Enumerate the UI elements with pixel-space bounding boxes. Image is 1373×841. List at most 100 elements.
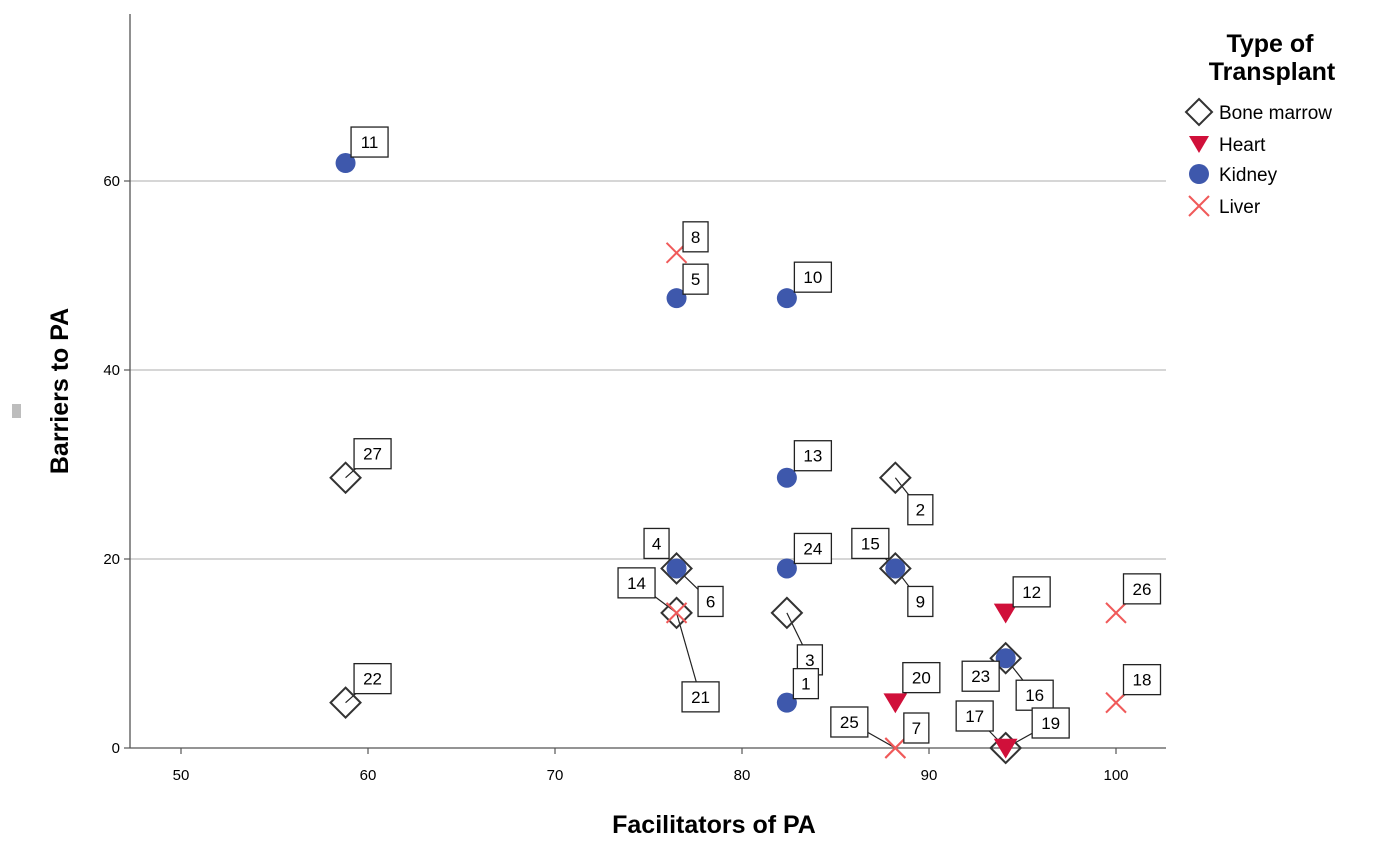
point-bone-marrow xyxy=(878,552,912,585)
point-liver xyxy=(665,602,688,624)
data-label: 15 xyxy=(851,527,890,560)
point-bone-marrow xyxy=(329,686,362,720)
data-label-box xyxy=(617,567,656,599)
data-label: 21 xyxy=(681,681,720,713)
point-bone-marrow xyxy=(989,731,1023,765)
data-label: 20 xyxy=(902,661,941,694)
data-label-box xyxy=(1122,573,1162,605)
legend-marker xyxy=(1188,195,1210,217)
y-tick-label: 20 xyxy=(103,551,120,568)
data-label-text: 13 xyxy=(803,447,822,466)
data-label-text: 25 xyxy=(840,713,859,732)
x-tick-label: 100 xyxy=(1103,767,1128,784)
data-label-box xyxy=(793,440,833,472)
data-label-text: 9 xyxy=(916,592,925,611)
x-stroke xyxy=(1105,602,1127,624)
point-bone-marrow xyxy=(660,552,693,585)
data-label-text: 6 xyxy=(706,592,715,611)
data-label-box xyxy=(643,527,670,560)
label-leaders xyxy=(345,141,1143,749)
data-label-box xyxy=(1122,663,1162,696)
scroll-handle[interactable] xyxy=(12,404,21,418)
data-label: 13 xyxy=(793,440,833,472)
data-label: 17 xyxy=(955,700,994,732)
point-bone-marrow xyxy=(770,596,804,630)
data-label-box xyxy=(830,706,869,738)
legend-item-kidney: Kidney xyxy=(1189,164,1278,186)
data-label: 7 xyxy=(903,712,930,744)
data-label-text: 12 xyxy=(1022,583,1041,602)
point-kidney xyxy=(776,288,797,309)
point-kidney xyxy=(335,153,356,174)
data-label: 25 xyxy=(830,706,869,738)
point-bone-marrow xyxy=(878,461,912,495)
data-label-text: 22 xyxy=(363,670,382,689)
x-stroke xyxy=(884,737,907,759)
point-bone-marrow xyxy=(660,596,693,630)
data-label: 27 xyxy=(353,438,392,470)
y-tick-label: 0 xyxy=(112,740,120,757)
legend-marker xyxy=(1184,97,1214,127)
point-liver xyxy=(1105,602,1127,624)
y-tick-label: 60 xyxy=(103,173,120,190)
data-label: 9 xyxy=(907,585,934,618)
data-label-text: 26 xyxy=(1133,580,1152,599)
data-label-text: 4 xyxy=(652,534,661,553)
data-label-box xyxy=(793,261,833,293)
data-label-text: 3 xyxy=(805,651,814,670)
data-label-text: 7 xyxy=(912,719,921,738)
data-label-text: 16 xyxy=(1025,686,1044,705)
point-heart xyxy=(883,693,908,714)
data-label-text: 18 xyxy=(1133,671,1152,690)
point-kidney xyxy=(666,558,687,579)
axes: 0 20 40 60 50 60 70 80 90 100 Facilitators of PA Ba… xyxy=(46,14,1166,839)
data-label: 12 xyxy=(1012,576,1051,608)
x-tick-label: 70 xyxy=(547,767,564,784)
data-label-box xyxy=(1031,707,1070,739)
data-label-box xyxy=(792,667,820,700)
legend-marker xyxy=(1189,164,1209,184)
point-kidney xyxy=(776,692,797,713)
data-label: 8 xyxy=(682,221,709,253)
data-label: 4 xyxy=(643,527,670,560)
data-label: 18 xyxy=(1122,663,1162,696)
point-kidney xyxy=(995,648,1016,669)
x-tick-label: 60 xyxy=(360,767,377,784)
grid-lines xyxy=(130,180,1166,560)
legend-label: Bone marrow xyxy=(1219,103,1332,124)
data-label-text: 10 xyxy=(803,268,822,287)
data-label-text: 20 xyxy=(912,669,931,688)
legend-item-bone-marrow: Bone marrow xyxy=(1184,97,1332,127)
data-label-box xyxy=(903,712,930,744)
data-label-box xyxy=(793,532,833,565)
x-tick-label: 80 xyxy=(734,767,751,784)
data-label: 10 xyxy=(793,261,833,293)
point-liver xyxy=(1105,691,1127,714)
data-label-text: 17 xyxy=(965,707,984,726)
data-label-box xyxy=(907,494,934,526)
data-label-box xyxy=(682,221,709,253)
legend-label: Heart xyxy=(1219,135,1266,156)
data-labels: 2349141617222712201915610111315232478182… xyxy=(350,126,1162,744)
x-axis-title: Facilitators of PA xyxy=(612,811,816,836)
data-label: 23 xyxy=(961,660,1000,692)
legend-label: Kidney xyxy=(1219,165,1278,186)
data-label-box xyxy=(682,263,709,295)
data-label: 11 xyxy=(350,126,389,158)
data-label-text: 27 xyxy=(363,445,382,464)
data-label-text: 8 xyxy=(691,228,700,247)
legend-title-line: Transplant xyxy=(1209,58,1336,86)
data-label-box xyxy=(697,585,724,618)
legend-item-liver: Liver xyxy=(1188,195,1261,218)
data-label: 22 xyxy=(353,662,392,695)
data-label: 26 xyxy=(1122,573,1162,605)
point-bone-marrow xyxy=(989,641,1023,675)
data-label-text: 2 xyxy=(916,501,925,520)
data-label: 14 xyxy=(617,567,656,599)
point-kidney xyxy=(776,558,797,579)
data-label-text: 19 xyxy=(1041,714,1060,733)
point-heart xyxy=(993,738,1018,759)
data-label-box xyxy=(851,527,890,560)
